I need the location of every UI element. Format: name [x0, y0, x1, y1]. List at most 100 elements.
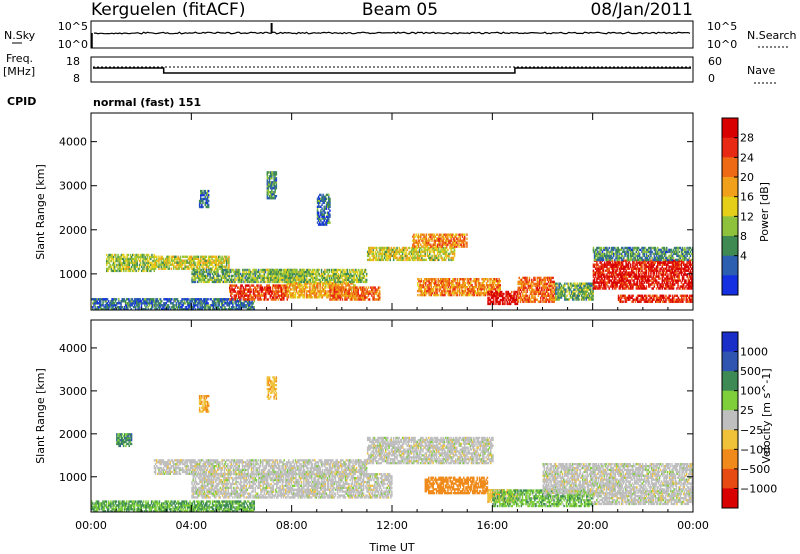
data-cell: [223, 265, 226, 268]
data-cell: [335, 284, 337, 287]
data-cell: [258, 298, 260, 301]
data-cell: [564, 288, 566, 291]
data-cell: [336, 276, 339, 280]
data-cell: [189, 306, 191, 309]
data-cell: [349, 270, 351, 274]
data-cell: [219, 278, 222, 282]
data-cell: [257, 274, 260, 278]
data-cell: [228, 302, 231, 305]
data-cell: [436, 252, 439, 256]
data-cell: [538, 284, 541, 288]
data-cell: [275, 274, 278, 278]
data-cell: [213, 270, 216, 274]
data-cell: [128, 302, 130, 305]
data-cell: [441, 282, 444, 285]
data-cell: [303, 288, 306, 291]
data-cell: [110, 267, 113, 271]
data-cell: [379, 250, 381, 254]
data-cell: [331, 294, 333, 297]
data-cell: [497, 288, 499, 291]
data-cell: [312, 284, 315, 287]
data-cell: [545, 294, 548, 297]
data-cell: [180, 261, 183, 264]
data-cell: [438, 239, 440, 242]
data-cell: [413, 256, 415, 260]
data-cell: [228, 276, 231, 280]
data-cell: [344, 278, 346, 282]
data-cell: [444, 289, 446, 293]
data-cell: [424, 258, 426, 262]
data-cell: [325, 270, 327, 274]
data-cell: [284, 292, 286, 295]
data-cell: [600, 273, 603, 276]
data-cell: [570, 296, 573, 299]
data-cell: [154, 304, 156, 307]
data-cell: [303, 268, 306, 272]
data-cell: [403, 250, 405, 254]
data-cell: [505, 290, 507, 294]
data-cell: [348, 284, 351, 287]
data-cell: [263, 276, 266, 280]
data-cell: [540, 282, 542, 286]
data-cell: [333, 276, 335, 280]
data-cell: [212, 259, 214, 262]
data-cell: [272, 280, 275, 284]
data-cell: [150, 300, 153, 303]
data-cell: [191, 272, 193, 276]
data-cell: [453, 252, 456, 256]
data-cell: [230, 268, 233, 272]
data-cell: [455, 233, 457, 236]
data-cell: [544, 284, 546, 288]
data-cell: [428, 288, 430, 291]
data-cell: [420, 289, 422, 293]
data-cell: [279, 268, 281, 272]
data-cell: [266, 268, 269, 272]
data-cell: [555, 292, 557, 295]
data-cell: [328, 280, 331, 284]
data-cell: [436, 289, 438, 293]
data-cell: [270, 290, 273, 293]
data-cell: [438, 256, 440, 260]
data-cell: [442, 239, 444, 242]
data-cell: [162, 267, 165, 270]
data-cell: [317, 282, 319, 285]
data-cell: [549, 286, 551, 289]
data-cell: [209, 257, 211, 260]
data-cell: [139, 261, 142, 265]
data-cell: [132, 261, 134, 265]
data-cell: [526, 288, 528, 291]
data-cell: [206, 302, 208, 305]
data-cell: [423, 291, 426, 295]
data-cell: [336, 292, 338, 295]
data-cell: [233, 274, 235, 278]
data-cell: [306, 274, 308, 278]
data-cell: [283, 280, 285, 284]
data-cell: [131, 302, 134, 305]
data-cell: [210, 304, 213, 307]
data-cell: [487, 302, 489, 306]
data-cell: [449, 252, 451, 256]
data-cell: [285, 280, 288, 284]
data-cell: [103, 298, 105, 301]
data-cell: [132, 259, 134, 263]
data-cell: [533, 298, 535, 301]
data-cell: [115, 298, 118, 301]
data-cell: [493, 292, 495, 296]
data-cell: [234, 276, 236, 280]
data-cell: [503, 298, 505, 302]
data-cell: [366, 252, 369, 256]
data-cell: [169, 261, 171, 264]
data-cell: [339, 294, 341, 297]
data-cell: [307, 280, 309, 284]
data-cell: [116, 269, 118, 273]
data-cell: [302, 280, 305, 284]
data-cell: [263, 288, 266, 291]
data-cell: [238, 276, 241, 280]
data-cell: [168, 261, 170, 264]
data-cell: [438, 246, 440, 250]
data-cell: [598, 281, 600, 284]
data-cell: [217, 274, 219, 278]
data-cell: [526, 278, 528, 282]
data-cell: [375, 292, 378, 295]
data-cell: [119, 302, 121, 305]
